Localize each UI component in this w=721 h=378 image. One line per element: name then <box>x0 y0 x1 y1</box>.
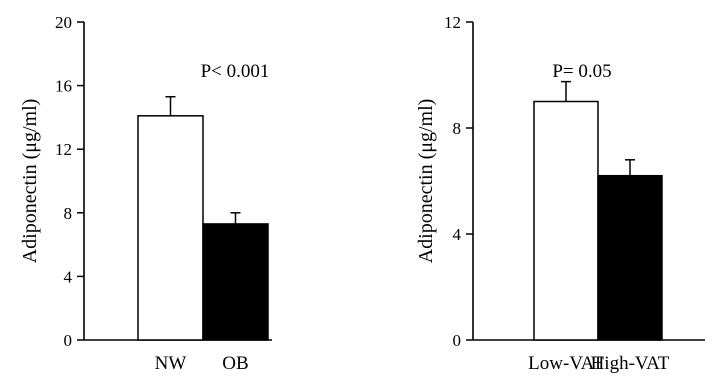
y-tick-label: 12 <box>444 13 461 32</box>
category-label: NW <box>155 353 187 373</box>
y-axis-title: Adiponectin (μg/ml) <box>415 99 437 264</box>
category-label: High-VAT <box>591 353 670 373</box>
p-value-annotation: P< 0.001 <box>201 61 270 82</box>
y-tick-label: 8 <box>453 119 462 138</box>
y-tick-label: 8 <box>64 204 73 223</box>
y-tick-label: 0 <box>453 331 462 350</box>
y-tick-label: 12 <box>55 140 72 159</box>
p-value-annotation: P= 0.05 <box>552 61 611 82</box>
bar-nw <box>137 115 204 341</box>
y-tick-label: 20 <box>55 13 72 32</box>
y-tick-label: 0 <box>64 331 73 350</box>
bar-low-vat <box>533 100 599 341</box>
y-tick-label: 16 <box>55 77 72 96</box>
y-tick-label: 4 <box>64 267 73 286</box>
y-axis-title: Adiponectin (μg/ml) <box>19 99 41 264</box>
chart-panel-1: 0 4 8 12 16 20 Adiponectin (μg/ml) NW OB P< 0.001 <box>19 13 272 374</box>
bar-ob <box>202 223 269 341</box>
y-tick-label: 4 <box>453 225 462 244</box>
category-label: Low-VAT <box>528 353 604 373</box>
category-label: OB <box>222 353 248 373</box>
bar-high-vat <box>597 174 663 341</box>
